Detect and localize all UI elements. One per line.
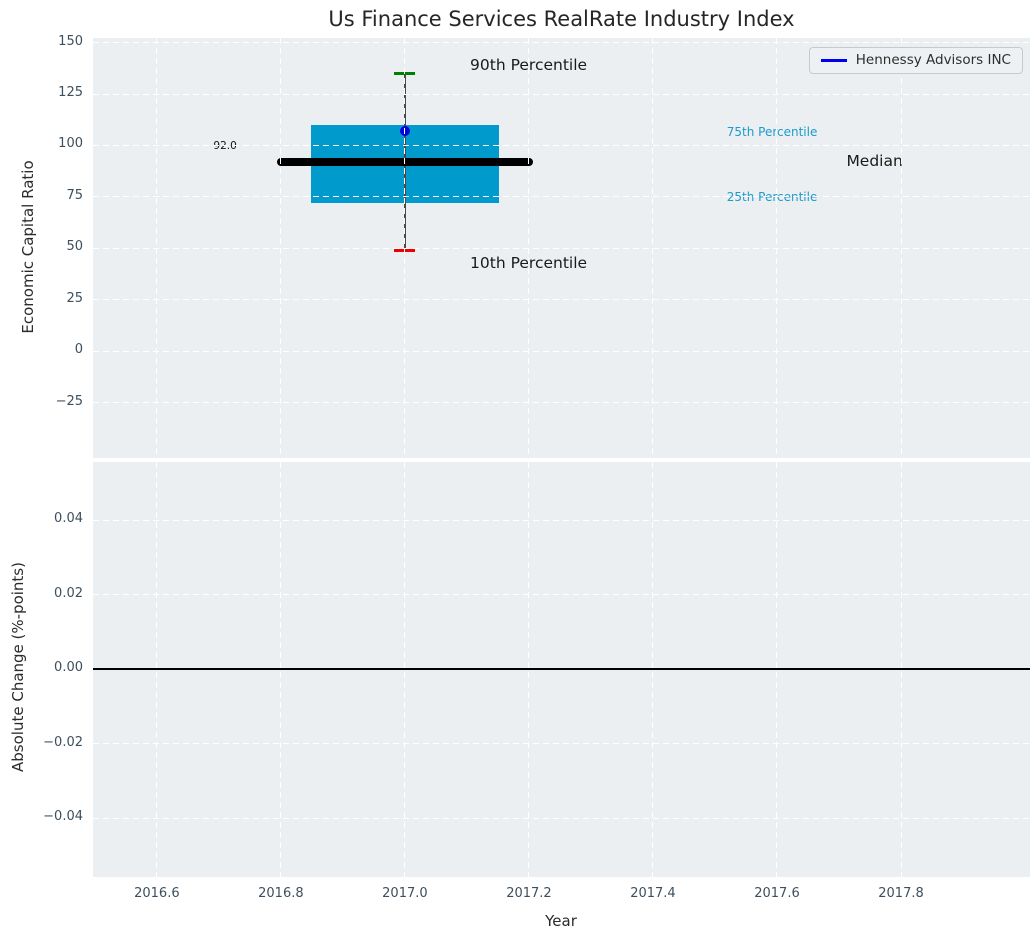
gridline-h (93, 144, 1030, 146)
gridline-h (93, 350, 1030, 352)
gridline-h (93, 93, 1030, 95)
gridline-v (900, 38, 902, 458)
y-tick-label: 125 (58, 85, 83, 100)
gridline-h (93, 196, 1030, 198)
gridline-v (900, 462, 902, 877)
gridline-h (93, 299, 1030, 301)
y-tick-label: 25 (66, 290, 83, 306)
gridline-v (156, 38, 158, 458)
gridline-h (93, 247, 1030, 249)
gridline-v (404, 462, 406, 877)
gridline-v (776, 462, 778, 877)
gridline-v (280, 462, 282, 877)
x-axis-label: Year (545, 912, 577, 930)
annotation-median: Median (846, 151, 903, 170)
gridline-h (93, 743, 1030, 745)
annotation-75th-percentile: 75th Percentile (726, 125, 818, 140)
legend-label: Hennessy Advisors INC (855, 52, 1011, 68)
gridline-v (652, 38, 654, 458)
gridline-h (93, 402, 1030, 404)
gridline-h (93, 519, 1030, 521)
gridline-h (93, 42, 1030, 44)
gridline-v (528, 462, 530, 877)
y-tick-label: −0.02 (43, 734, 83, 750)
y-tick-label: 50 (66, 239, 83, 255)
zero-line (93, 668, 1030, 671)
y-tick-label: 75 (66, 187, 83, 203)
y-tick-label: 150 (58, 33, 83, 49)
y-tick-label: −0.04 (43, 809, 83, 825)
y-tick-label: −25 (55, 393, 83, 409)
gridline-v (280, 38, 282, 458)
y-tick-label: 100 (58, 136, 83, 152)
y-tick-label: 0.04 (54, 511, 83, 527)
annotation-median-value: 92.0 (213, 140, 237, 153)
x-tick-label: 2017.4 (630, 886, 676, 901)
legend-line-sample (820, 58, 847, 62)
x-tick-label: 2017.8 (878, 886, 924, 901)
x-tick-label: 2017.2 (506, 886, 552, 901)
gridline-v (528, 38, 530, 458)
gridline-v (404, 38, 406, 458)
gridline-h (93, 594, 1030, 596)
legend: Hennessy Advisors INC (808, 47, 1023, 74)
gridline-h (93, 817, 1030, 819)
chart-title: Us Finance Services RealRate Industry In… (328, 7, 795, 31)
x-tick-label: 2016.8 (258, 886, 304, 901)
top-subplot-economic-capital-ratio: 90th Percentile 10th Percentile 92.0 75t… (93, 38, 1030, 458)
x-tick-label: 2016.6 (134, 886, 180, 901)
gridline-v (776, 38, 778, 458)
x-tick-label: 2017.0 (382, 886, 428, 901)
bottom-subplot-absolute-change (93, 462, 1030, 877)
y-tick-label: 0 (74, 342, 83, 358)
x-tick-label: 2017.6 (754, 886, 800, 901)
gridline-v (652, 462, 654, 877)
y-tick-label: 0.00 (54, 660, 83, 676)
y-tick-label: 0.02 (54, 585, 83, 601)
gridline-v (156, 462, 158, 877)
